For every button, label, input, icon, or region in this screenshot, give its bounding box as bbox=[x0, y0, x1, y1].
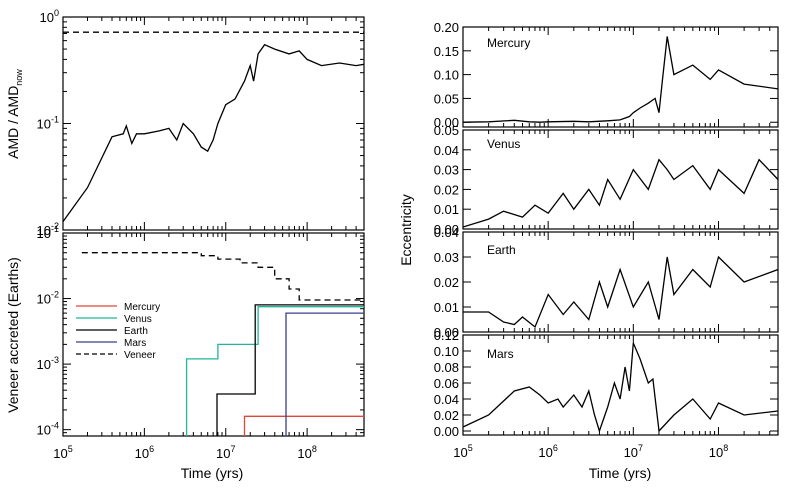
ecc-mars-ytick-label: 0.06 bbox=[434, 376, 459, 391]
veneer-series-earth bbox=[216, 304, 364, 436]
ecc-mars-xtick-label: 107 bbox=[624, 443, 643, 460]
ecc-venus-ytick-label: 0.05 bbox=[434, 123, 459, 138]
ecc-mars-series-mars-eccentricity bbox=[463, 342, 778, 434]
amd-frame bbox=[62, 16, 365, 231]
veneer-xtick-label: 108 bbox=[297, 444, 316, 461]
veneer-x-axis-label: Time (yrs) bbox=[181, 465, 243, 481]
ecc-earth-series-earth-eccentricity bbox=[463, 255, 778, 329]
ecc-mercury-series-mercury-eccentricity bbox=[463, 36, 778, 123]
ecc-mars-xtick-label: 106 bbox=[538, 443, 557, 460]
legend-label-mars: Mars bbox=[124, 338, 146, 349]
ecc-earth-ytick-label: 0.01 bbox=[434, 300, 459, 315]
ecc-mars-ytick-label: 0.04 bbox=[434, 392, 459, 407]
ecc-mars-ytick-label: 0.02 bbox=[434, 408, 459, 423]
veneer-series-mercury bbox=[243, 415, 364, 436]
ecc-venus-series-venus-eccentricity bbox=[463, 158, 778, 228]
amd-ytick-label: 100 bbox=[40, 8, 59, 25]
ecc-mars-ytick-label: 0.08 bbox=[434, 360, 459, 375]
legend-label-venus: Venus bbox=[124, 314, 152, 325]
veneer-series-venus bbox=[185, 306, 364, 436]
ecc-mars-xtick-label: 105 bbox=[453, 443, 472, 460]
ecc-mars-ytick-label: 0.10 bbox=[434, 344, 459, 359]
legend-label-mercury: Mercury bbox=[124, 302, 160, 313]
amd-series-amd bbox=[63, 43, 364, 222]
veneer-xtick-label: 106 bbox=[135, 444, 154, 461]
veneer-series-veneer bbox=[81, 252, 364, 301]
veneer-ytick-label: 10-4 bbox=[37, 421, 59, 438]
ecc-mars-ytick-label: 0.12 bbox=[434, 328, 459, 343]
ecc-earth-ytick-label: 0.04 bbox=[434, 225, 459, 240]
veneer-ytick-label: 10-2 bbox=[37, 290, 59, 307]
ecc-earth-ytick-label: 0.02 bbox=[434, 275, 459, 290]
ecc-mercury-ytick-label: 0.20 bbox=[434, 20, 459, 35]
ecc-earth-ytick-label: 0.00 bbox=[434, 325, 459, 340]
amd-ytick-label: 10-1 bbox=[37, 115, 59, 132]
veneer-frame bbox=[62, 232, 365, 437]
ecc-venus-ytick-label: 0.03 bbox=[434, 163, 459, 178]
ecc-mercury-ytick-label: 0.15 bbox=[434, 44, 459, 59]
eccentricity-y-axis-label: Eccentricity bbox=[398, 194, 414, 266]
veneer-ytick-label: 10-3 bbox=[37, 355, 59, 372]
amd-ytick-label: 10-2 bbox=[37, 221, 59, 238]
veneer-xtick-label: 105 bbox=[53, 444, 72, 461]
ecc-earth-panel-label: Earth bbox=[487, 243, 516, 257]
ecc-mercury-ytick-label: 0.05 bbox=[434, 91, 459, 106]
ecc-mercury-ytick-label: 0.00 bbox=[434, 115, 459, 130]
ecc-mars-ytick-label: 0.00 bbox=[434, 424, 459, 439]
ecc-venus-ytick-label: 0.00 bbox=[434, 222, 459, 237]
amd-y-axis-label-subscript: now bbox=[14, 69, 24, 86]
veneer-xtick-label: 107 bbox=[216, 444, 235, 461]
veneer-ytick-label: 10-1 bbox=[37, 224, 59, 241]
ecc-venus-ytick-label: 0.04 bbox=[434, 143, 459, 158]
ecc-venus-ytick-label: 0.01 bbox=[434, 202, 459, 217]
veneer-series-mars bbox=[285, 312, 364, 436]
legend-label-veneer: Veneer bbox=[124, 350, 156, 361]
ecc-venus-ytick-label: 0.02 bbox=[434, 182, 459, 197]
ecc-earth-ytick-label: 0.03 bbox=[434, 250, 459, 265]
veneer-y-axis-label: Veneer accreted (Earths) bbox=[5, 257, 21, 413]
ecc-mars-xtick-label: 108 bbox=[709, 443, 728, 460]
ecc-mars-panel-label: Mars bbox=[487, 347, 514, 361]
ecc-venus-panel-label: Venus bbox=[487, 137, 520, 151]
ecc-mercury-panel-label: Mercury bbox=[487, 36, 530, 50]
legend-label-earth: Earth bbox=[124, 326, 148, 337]
amd-y-axis-label: AMD / AMDnow bbox=[5, 69, 24, 159]
ecc-x-axis-label: Time (yrs) bbox=[589, 465, 651, 481]
ecc-mercury-ytick-label: 0.10 bbox=[434, 68, 459, 83]
veneer-legend: Mercury Venus Earth Mars Veneer bbox=[76, 302, 160, 361]
